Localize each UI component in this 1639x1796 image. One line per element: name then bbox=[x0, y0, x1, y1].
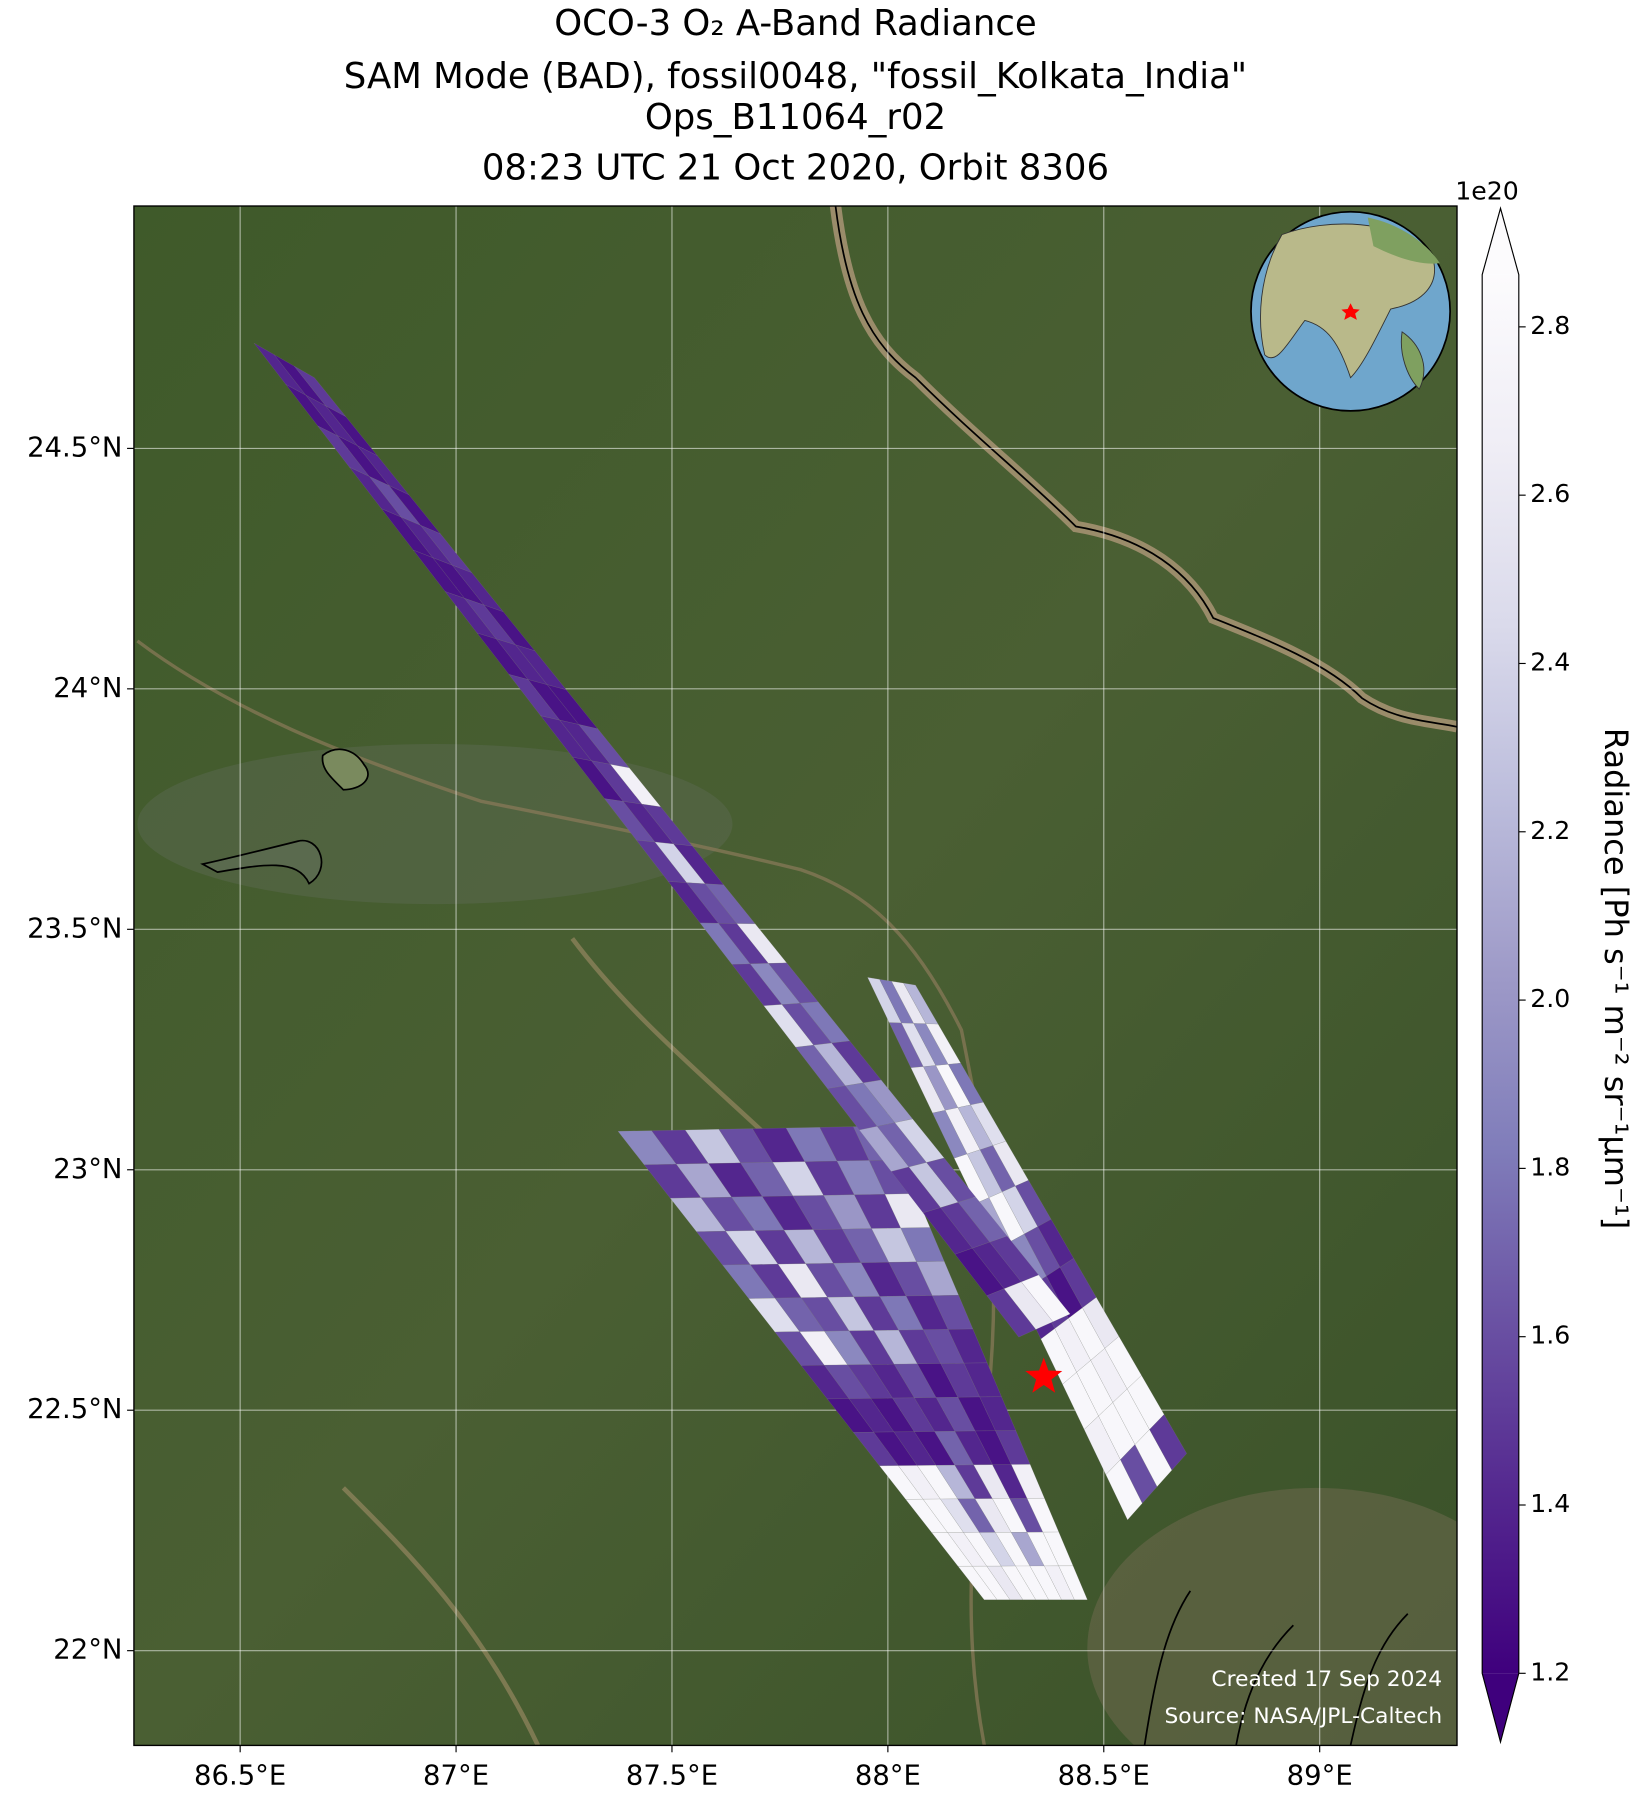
colorbar: 1.2 1.4 1.6 1.8 2.0 2.2 2.4 2.6 2.8 1e20 Radiance … bbox=[1455, 176, 1635, 1745]
colorbar-tick-label: 2.0 bbox=[1530, 984, 1570, 1013]
x-tick-label: 89°E bbox=[1287, 1760, 1353, 1791]
colorbar-offset: 1e20 bbox=[1455, 176, 1519, 205]
colorbar-tick-label: 1.4 bbox=[1530, 1489, 1570, 1518]
y-tick-label: 22.5°N bbox=[27, 1394, 122, 1425]
colorbar-label: Radiance [Ph s⁻¹ m⁻² sr⁻¹μm⁻¹] bbox=[1597, 728, 1635, 1229]
grid bbox=[133, 206, 1458, 1746]
colorbar-tick-label: 1.6 bbox=[1530, 1321, 1570, 1350]
colorbar-extend-max bbox=[1482, 208, 1519, 275]
chart-title: 08:23 UTC 21 Oct 2020, Orbit 8306 bbox=[482, 147, 1109, 188]
colorbar-tick-label: 2.8 bbox=[1530, 311, 1570, 340]
coastline bbox=[834, 206, 1458, 728]
map-frame bbox=[133, 205, 1458, 1747]
radiance-cell bbox=[1149, 1414, 1187, 1471]
titles: OCO-3 O₂ A-Band Radiance SAM Mode (BAD), … bbox=[344, 3, 1247, 188]
annotation: Source: NASA/JPL-Caltech bbox=[1164, 1704, 1442, 1729]
swaths bbox=[253, 342, 1187, 1600]
radiance-cell bbox=[1021, 1274, 1071, 1322]
radiance-cell bbox=[1058, 1565, 1088, 1600]
globe-inset bbox=[1250, 210, 1451, 412]
x-tick-label: 86.5°E bbox=[194, 1760, 286, 1791]
colorbar-tick-label: 1.8 bbox=[1530, 1152, 1570, 1181]
annotation: Created 17 Sep 2024 bbox=[1211, 1667, 1442, 1692]
globe-marker bbox=[1341, 303, 1360, 320]
chart-title: SAM Mode (BAD), fossil0048, "fossil_Kolk… bbox=[344, 56, 1247, 97]
y-tick-label: 24°N bbox=[53, 673, 122, 704]
y-tick-label: 23.5°N bbox=[27, 913, 122, 944]
x-tick-label: 87°E bbox=[423, 1760, 489, 1791]
colorbar-tick-label: 2.2 bbox=[1530, 816, 1570, 845]
colorbar-tick-label: 1.2 bbox=[1530, 1657, 1570, 1686]
river bbox=[341, 1486, 541, 1746]
x-tick-label: 88.5°E bbox=[1058, 1760, 1150, 1791]
coastline bbox=[1143, 1590, 1409, 1746]
chart-title: Ops_B11064_r02 bbox=[645, 97, 946, 138]
y-tick-label: 24.5°N bbox=[27, 432, 122, 463]
x-tick-label: 87.5°E bbox=[626, 1760, 718, 1791]
colorbar-tick-label: 2.4 bbox=[1530, 647, 1570, 676]
y-tick-label: 22°N bbox=[53, 1635, 122, 1666]
colorbar-body bbox=[1482, 274, 1519, 1674]
y-tick-label: 23°N bbox=[53, 1154, 122, 1185]
chart-title: OCO-3 O₂ A-Band Radiance bbox=[554, 3, 1037, 44]
colorbar-extend-min bbox=[1482, 1673, 1519, 1742]
reservoir bbox=[321, 748, 369, 791]
delta bbox=[1087, 1487, 1458, 1746]
reservoir bbox=[200, 839, 323, 885]
landmass bbox=[1367, 217, 1440, 264]
x-tick-label: 88°E bbox=[855, 1760, 921, 1791]
site-marker bbox=[1025, 1357, 1063, 1393]
colorbar-tick-label: 2.6 bbox=[1530, 479, 1570, 508]
landmass bbox=[1400, 331, 1425, 390]
